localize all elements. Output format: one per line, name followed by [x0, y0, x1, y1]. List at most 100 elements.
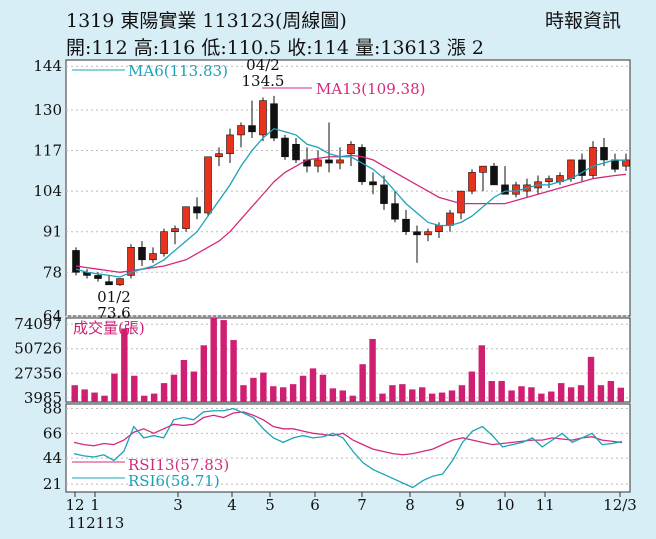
candle-body: [501, 184, 509, 195]
volume-bar: [458, 385, 466, 402]
candle-body: [259, 100, 267, 136]
candle-body: [446, 212, 454, 226]
volume-bar: [280, 387, 287, 402]
candle-body: [314, 159, 322, 167]
candle-body: [281, 137, 289, 158]
candle-body: [171, 228, 179, 233]
candle-body: [369, 181, 377, 186]
volume-bar: [240, 385, 247, 402]
candle-body: [270, 103, 278, 139]
volume-bar: [160, 383, 168, 402]
chart-title: 1319 東陽實業 113123(周線圖): [66, 10, 347, 32]
candle-body: [149, 253, 157, 261]
low-value-label: 73.6: [97, 304, 130, 322]
volume-bar: [141, 395, 148, 402]
price-panel: [65, 59, 631, 317]
volume-bar: [250, 377, 257, 402]
ma6-line: [75, 127, 627, 278]
volume-bar: [359, 364, 366, 402]
candle-body: [512, 184, 520, 195]
x-year-label: 112113: [67, 514, 124, 532]
candle-body: [413, 231, 421, 236]
volume-bar: [498, 381, 505, 402]
volume-bar: [299, 375, 307, 402]
price-ytick-label: 78: [43, 263, 62, 281]
ma6-legend-label: MA6(113.83): [128, 62, 228, 80]
volume-bar: [339, 390, 346, 402]
candle-body: [325, 159, 333, 164]
volume-bar: [190, 371, 198, 402]
volume-bar: [389, 385, 396, 402]
candle-body: [204, 156, 212, 214]
candle-body: [545, 178, 553, 183]
candle-body: [138, 247, 146, 261]
candle-body: [567, 159, 575, 179]
volume-bar: [349, 395, 356, 402]
candle-body: [248, 125, 256, 133]
candle-body: [72, 250, 80, 273]
volume-bar: [210, 318, 217, 402]
candle-body: [457, 190, 465, 214]
rsi6-legend-label: RSI6(58.71): [128, 472, 220, 490]
volume-bar: [438, 392, 446, 402]
x-tick-label: 10: [495, 496, 514, 514]
rsi13-line: [73, 411, 623, 456]
x-tick-label: 8: [405, 496, 415, 514]
volume-bar: [101, 395, 108, 402]
volume-bar: [71, 385, 78, 402]
volume-bar: [309, 368, 317, 402]
candle-body: [391, 203, 399, 220]
volume-bar: [428, 393, 436, 402]
candle-body: [105, 281, 113, 286]
rsi6-line: [73, 407, 623, 489]
candle-body: [380, 184, 388, 204]
volume-bar: [91, 392, 98, 402]
rsi-ytick-label: 44: [43, 449, 62, 467]
volume-bar: [260, 372, 267, 402]
x-tick-label: 12: [65, 496, 84, 514]
x-tick-label: 6: [310, 496, 320, 514]
x-tick-label: 3: [173, 496, 183, 514]
volume-panel: [65, 317, 631, 403]
volume-bar: [200, 345, 207, 402]
candle-body: [215, 153, 223, 158]
candle-body: [490, 165, 498, 186]
volume-ytick-label: 27356: [14, 364, 62, 382]
ma13-line: [75, 154, 627, 273]
volume-bar: [448, 390, 456, 402]
rsi-ytick-label: 88: [43, 400, 62, 418]
volume-bar: [289, 384, 297, 402]
volume-bar: [369, 339, 376, 402]
x-tick-label: 11: [535, 496, 554, 514]
rsi-ytick-label: 66: [43, 424, 62, 442]
volume-bar: [558, 383, 565, 402]
volume-bar: [270, 386, 277, 402]
volume-bar: [597, 385, 605, 402]
candle-body: [127, 247, 135, 276]
candle-body: [600, 147, 608, 161]
x-tick-label: 4: [227, 496, 237, 514]
high-date-label: 04/2: [246, 56, 280, 74]
candle-body: [160, 231, 168, 254]
candle-body: [611, 159, 619, 170]
candle-body: [237, 125, 245, 136]
candle-body: [589, 147, 597, 176]
candle-body: [226, 134, 234, 154]
volume-bar: [488, 381, 495, 402]
rsi-ytick-label: 21: [43, 475, 62, 493]
volume-bar: [131, 375, 138, 402]
price-ytick-label: 64: [43, 307, 62, 325]
candle-body: [292, 143, 300, 161]
candle-body: [193, 206, 201, 214]
volume-bar: [567, 387, 575, 402]
volume-bar: [538, 393, 545, 402]
quote-line: 開:112 高:116 低:110.5 收:114 量:13613 漲 2: [66, 37, 484, 59]
candle-body: [435, 225, 443, 233]
volume-bar: [81, 389, 88, 402]
volume-bar: [548, 391, 555, 402]
volume-ytick-label: 3985: [24, 389, 62, 407]
candle-body: [94, 275, 102, 279]
volume-bar: [478, 345, 485, 402]
x-tick-label: 12/3: [603, 496, 637, 514]
